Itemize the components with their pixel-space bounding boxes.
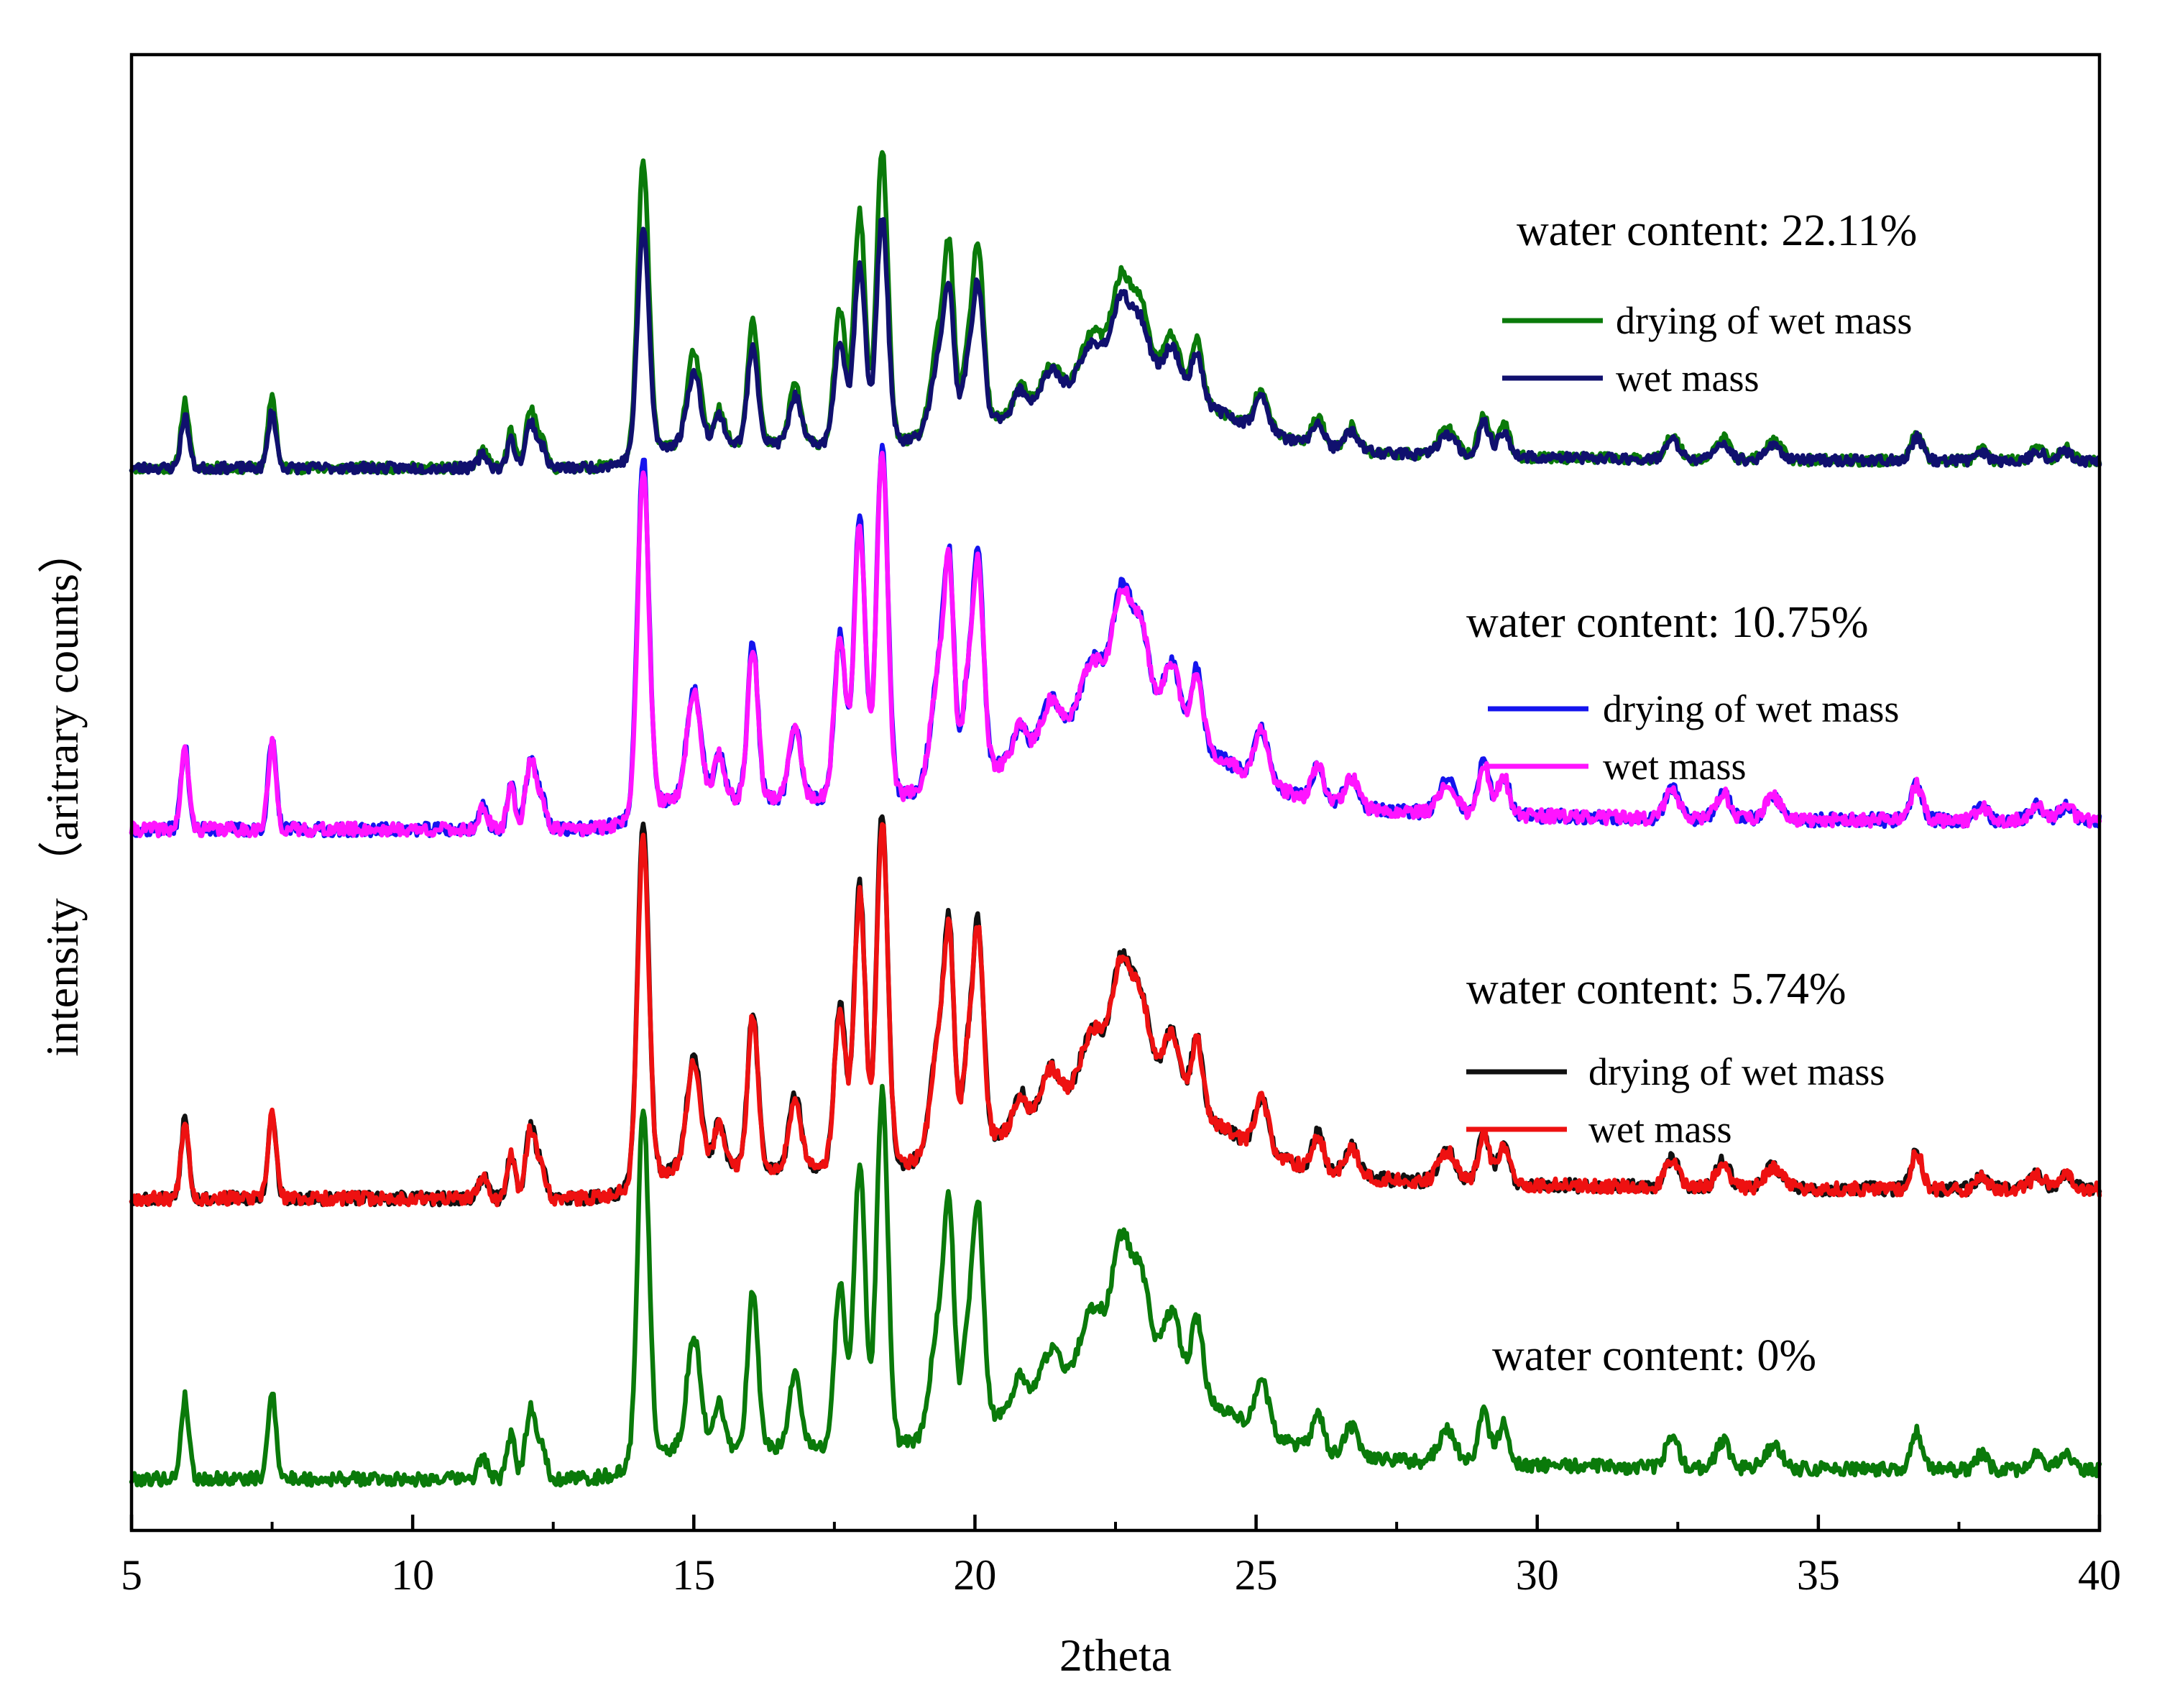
x-tick-label: 35	[1797, 1551, 1840, 1599]
series-layer	[129, 150, 2102, 1488]
x-axis: 5 10 15 20 25 30 35 40	[121, 1515, 2121, 1599]
legend-label: drying of wet mass	[1588, 1050, 1885, 1093]
x-tick-label: 40	[2078, 1551, 2121, 1599]
legend-label: wet mass	[1603, 745, 1746, 788]
series-line-g2-s1	[129, 822, 2102, 1208]
series-line-g0-s1	[129, 216, 2102, 476]
x-tick-label: 5	[121, 1551, 142, 1599]
group-label: water content: 5.74%	[1466, 965, 1846, 1014]
x-tick-label: 15	[672, 1551, 715, 1599]
group-labels: water content: 22.11% drying of wet mass w…	[1466, 206, 1917, 1380]
x-axis-title: 2theta	[1059, 1630, 1172, 1681]
group-label: water content: 22.11%	[1517, 206, 1917, 255]
group-label: water content: 10.75%	[1466, 598, 1869, 647]
x-tick-label: 20	[953, 1551, 996, 1599]
plot-frame	[129, 52, 2102, 1533]
legend-label: wet mass	[1588, 1108, 1731, 1151]
x-tick-label: 10	[391, 1551, 434, 1599]
series-line-g3-s0	[129, 1083, 2102, 1488]
x-tick-label: 25	[1235, 1551, 1278, 1599]
legend-label: wet mass	[1616, 357, 1759, 400]
series-line-g1-s1	[129, 451, 2102, 839]
legend-label: drying of wet mass	[1603, 687, 1899, 730]
y-axis-title: intensity （aritrary counts）	[37, 528, 88, 1057]
group-label: water content: 0%	[1492, 1331, 1816, 1380]
x-tick-label: 30	[1516, 1551, 1559, 1599]
legend-label: drying of wet mass	[1616, 299, 1912, 342]
